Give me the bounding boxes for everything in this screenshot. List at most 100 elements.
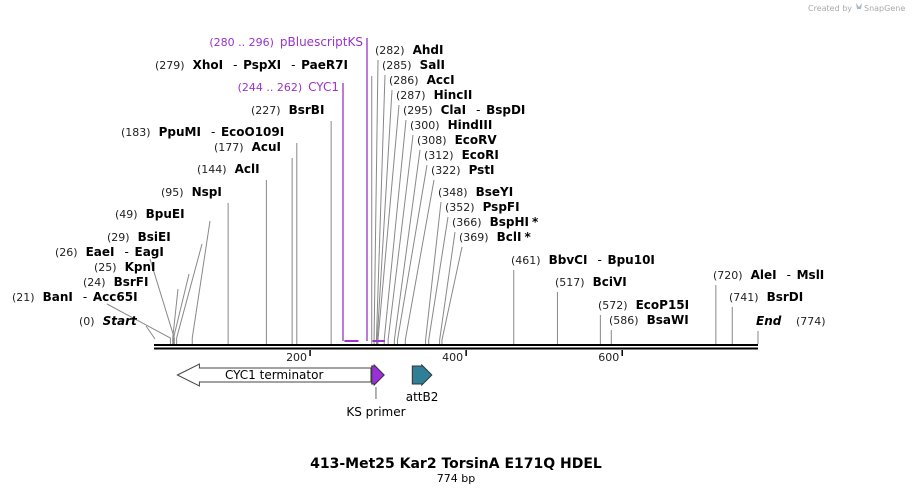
primer-layer: pBluescriptKS (280 .. 296) CYC1 (244 .. 262… (209, 35, 385, 342)
site-start[interactable]: (0) Start (79, 314, 138, 328)
name-separator: - (83, 290, 87, 304)
site-acui[interactable]: (177) AcuI (214, 140, 281, 154)
name-separator: - (597, 253, 601, 267)
name-separator: - (787, 268, 791, 282)
site-position: (287) (396, 89, 426, 102)
site-kpni[interactable]: (25) KpnI (94, 260, 156, 274)
site-psti[interactable]: (322) PstI (431, 163, 495, 177)
site-position: (95) (161, 186, 184, 199)
site-leader-line (387, 134, 414, 344)
site-bbvci[interactable]: (461) BbvCI - Bpu10I (511, 253, 655, 267)
site-name: AclI (235, 162, 260, 176)
site-leader-line (106, 303, 171, 344)
site-hindiii[interactable]: (300) HindIII (410, 118, 492, 132)
site-name: BpuEI (146, 207, 185, 221)
site-name: EagI (135, 245, 164, 259)
site-leader-line (425, 201, 442, 344)
site-position: (312) (424, 149, 454, 162)
site-alei[interactable]: (720) AleI - MslI (713, 268, 824, 282)
site-name: AccI (427, 73, 455, 87)
credit-text: Created by (808, 4, 852, 13)
site-name: EcoRV (455, 133, 498, 147)
star-marker: * (524, 230, 531, 244)
site-position: (25) (94, 261, 117, 274)
site-position: (29) (107, 231, 130, 244)
star-marker: * (532, 215, 539, 229)
site-leader-line (145, 325, 156, 340)
site-leader-line (173, 273, 190, 344)
site-name: KpnI (125, 260, 156, 274)
site-name: MslI (797, 268, 825, 282)
site-position: (183) (121, 126, 151, 139)
site-name: BsiEI (138, 230, 171, 244)
primer-name: CYC1 (308, 80, 339, 94)
site-name: Start (103, 314, 138, 328)
site-leader-line (396, 164, 428, 344)
feature-cyc1-terminator[interactable]: CYC1 terminator (176, 363, 372, 387)
site-eaei[interactable]: (26) EaeI - EagI (55, 245, 164, 259)
name-separator: - (233, 58, 237, 72)
site-labels: (0) Start(21) BanI - Acc65I(24) BsrFI(25) KpnI… (12, 43, 826, 328)
site-leader-line (172, 288, 179, 344)
site-bseyi[interactable]: (348) BseYI (438, 185, 513, 199)
site-position: (21) (12, 291, 35, 304)
site-bpuei[interactable]: (49) BpuEI (115, 207, 185, 221)
site-name: BspHI (490, 215, 529, 229)
site-name: HincII (434, 88, 473, 102)
site-position: (49) (115, 208, 138, 221)
site-end[interactable]: End (774) (756, 314, 826, 328)
site-bsrfi[interactable]: (24) BsrFI (83, 275, 148, 289)
site-hincii[interactable]: (287) HincII (396, 88, 472, 102)
feature-arrow (371, 363, 385, 387)
site-nspi[interactable]: (95) NspI (161, 185, 222, 199)
site-acci[interactable]: (286) AccI (389, 73, 455, 87)
site-ahdi[interactable]: (282) AhdI (375, 43, 443, 57)
site-sali[interactable]: (285) SalI (382, 58, 445, 72)
site-leader-line (441, 246, 463, 344)
site-bcli[interactable]: (369) BclI * (459, 230, 531, 244)
feature-attb2[interactable]: attB2 (406, 363, 439, 404)
feature-label: attB2 (406, 390, 439, 404)
backbone-top-strand (154, 344, 758, 346)
site-name: PspFI (483, 200, 520, 214)
site-xhoi[interactable]: (279) XhoI - PspXI - PaeR7I (155, 58, 348, 72)
snapgene-logo-icon (856, 3, 862, 9)
primer-cyc1[interactable]: CYC1 (244 .. 262) (238, 80, 359, 342)
site-bsrdi[interactable]: (741) BsrDI (729, 290, 803, 304)
site-name: EaeI (86, 245, 115, 259)
primer-name: pBluescriptKS (280, 35, 363, 49)
site-bsphi[interactable]: (366) BspHI * (452, 215, 539, 229)
site-acli[interactable]: (144) AclI (197, 162, 260, 176)
site-leader-line (176, 243, 203, 344)
site-bani[interactable]: (21) BanI - Acc65I (12, 290, 138, 304)
name-separator: - (211, 125, 215, 139)
site-name: BseYI (476, 185, 514, 199)
feature-label: KS primer (346, 405, 405, 419)
site-position: (461) (511, 254, 541, 267)
site-bsrbi[interactable]: (227) BsrBI (251, 103, 324, 117)
site-bsawi[interactable]: (586) BsaWI (609, 313, 689, 327)
primer-pbluescriptks[interactable]: pBluescriptKS (280 .. 296) (209, 35, 385, 342)
feature-arrow (411, 363, 433, 387)
site-ecorv[interactable]: (308) EcoRV (417, 133, 497, 147)
feature-ks-primer[interactable]: KS primer (346, 363, 406, 419)
site-bsiei[interactable]: (29) BsiEI (107, 230, 171, 244)
site-bcivi[interactable]: (517) BciVI (555, 275, 627, 289)
site-ecori[interactable]: (312) EcoRI (424, 148, 499, 162)
site-name: BsaWI (647, 313, 689, 327)
site-name: BanI (43, 290, 73, 304)
ruler-tick-label: 600 (598, 351, 619, 364)
site-clai[interactable]: (295) ClaI - BspDI (403, 103, 525, 117)
site-position: (227) (251, 104, 281, 117)
site-position: (279) (155, 59, 185, 72)
backbone-bottom-strand (154, 347, 758, 350)
site-name: PpuMI (159, 125, 201, 139)
site-position: (586) (609, 314, 639, 327)
site-pspfi[interactable]: (352) PspFI (445, 200, 520, 214)
site-name: PspXI (243, 58, 281, 72)
site-name: EcoRI (462, 148, 499, 162)
site-ecop15i[interactable]: (572) EcoP15I (598, 298, 689, 312)
site-ppumi[interactable]: (183) PpuMI - EcoO109I (121, 125, 284, 139)
site-leader-line (439, 231, 456, 344)
